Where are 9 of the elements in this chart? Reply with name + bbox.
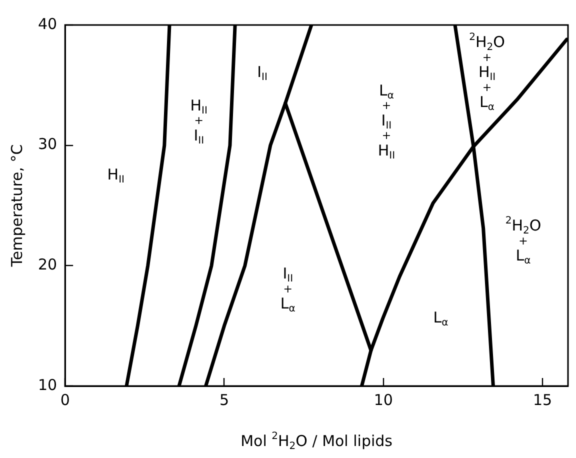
x-tick-label: 0	[60, 390, 70, 409]
y-tick-label: 20	[38, 256, 58, 274]
y-tick-label: 10	[38, 376, 58, 394]
y-axis-title: Temperature, °C	[8, 144, 26, 268]
x-tick-label: 10	[374, 390, 393, 409]
x-tick-label: 15	[532, 390, 552, 409]
x-tick-label: 5	[219, 390, 230, 409]
y-tick-label: 40	[38, 14, 58, 33]
y-tick-label: 30	[38, 135, 58, 154]
